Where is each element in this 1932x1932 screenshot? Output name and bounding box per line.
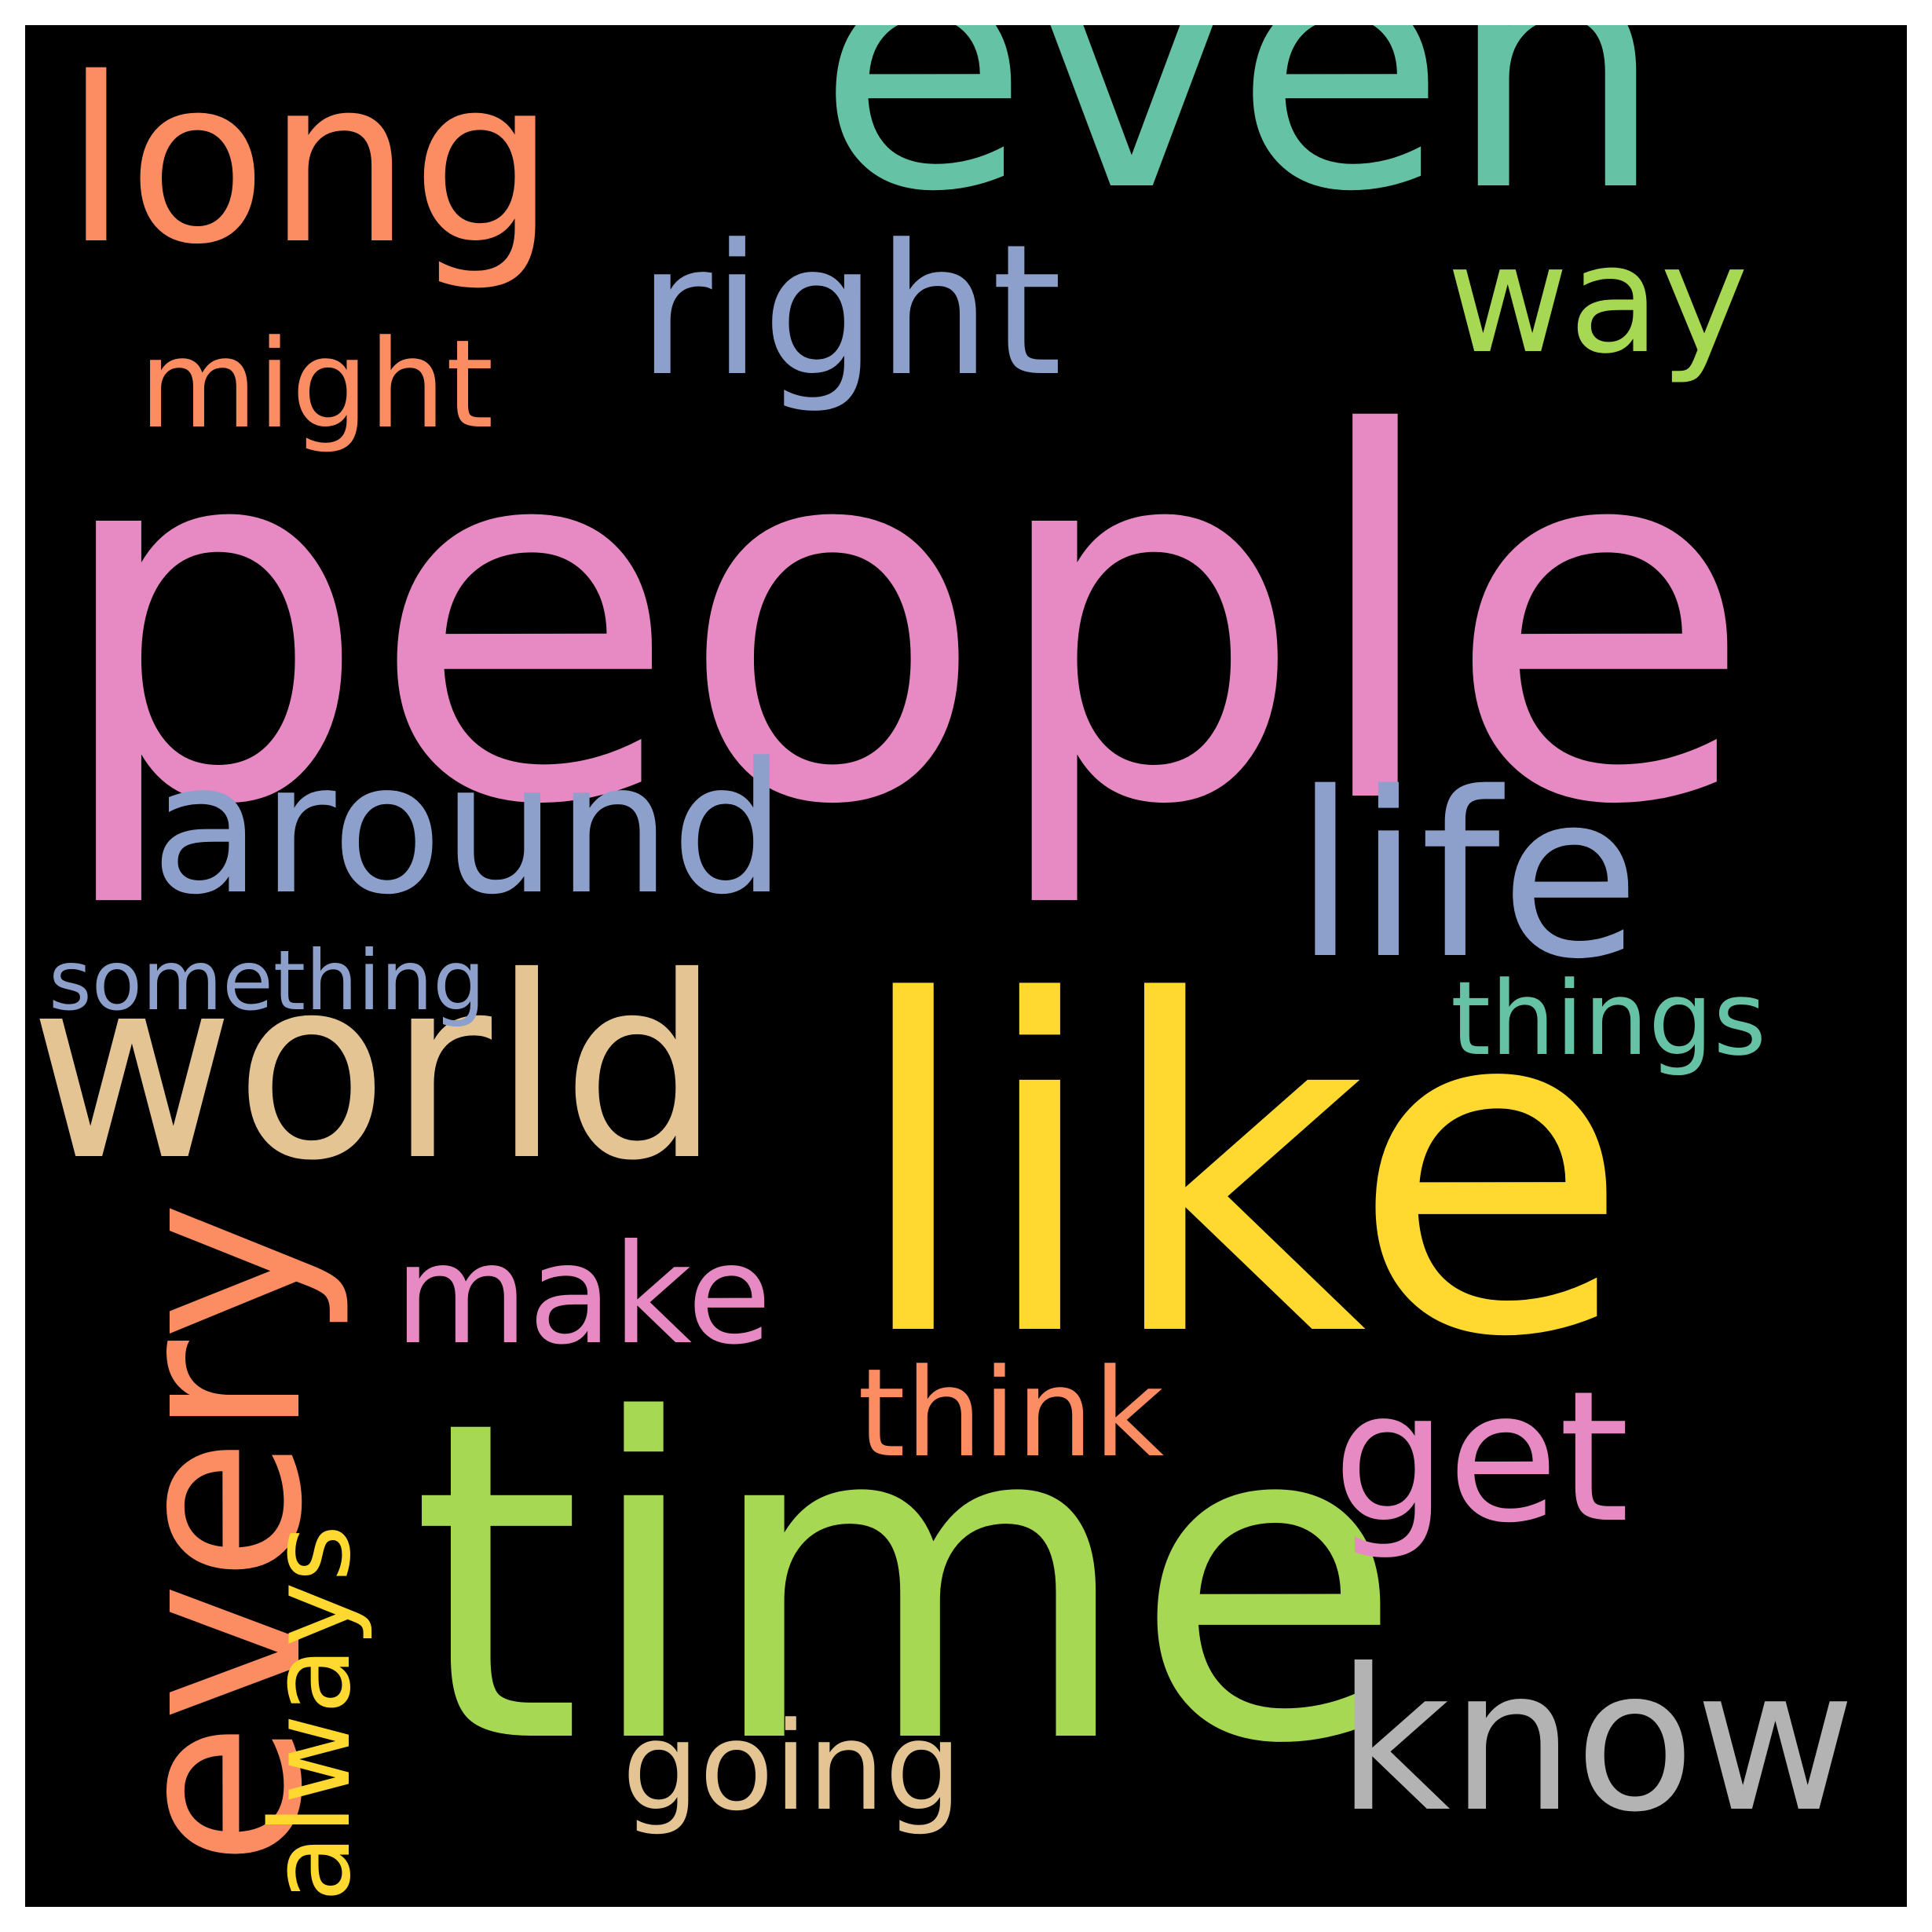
word-time: time [410, 1328, 1404, 1840]
word-cloud: people like time even world every long a… [25, 25, 1907, 1907]
word-know: know [1337, 1626, 1856, 1855]
word-right: right [638, 207, 1063, 416]
word-might: might [139, 313, 494, 456]
word-think: think [858, 1342, 1165, 1484]
word-way: way [1447, 213, 1749, 386]
word-long: long [64, 30, 556, 295]
word-make: make [394, 1216, 772, 1375]
word-world: world [29, 924, 722, 1216]
word-always: always [247, 1524, 375, 1902]
word-get: get [1333, 1353, 1630, 1563]
word-things: things [1451, 959, 1767, 1078]
word-something: something [49, 933, 485, 1029]
word-going: going [622, 1696, 962, 1838]
word-like: like [850, 906, 1631, 1436]
word-around: around [151, 725, 786, 935]
word-people: people [50, 329, 1755, 914]
word-life: life [1293, 745, 1641, 1009]
word-even: even [817, 25, 1666, 267]
